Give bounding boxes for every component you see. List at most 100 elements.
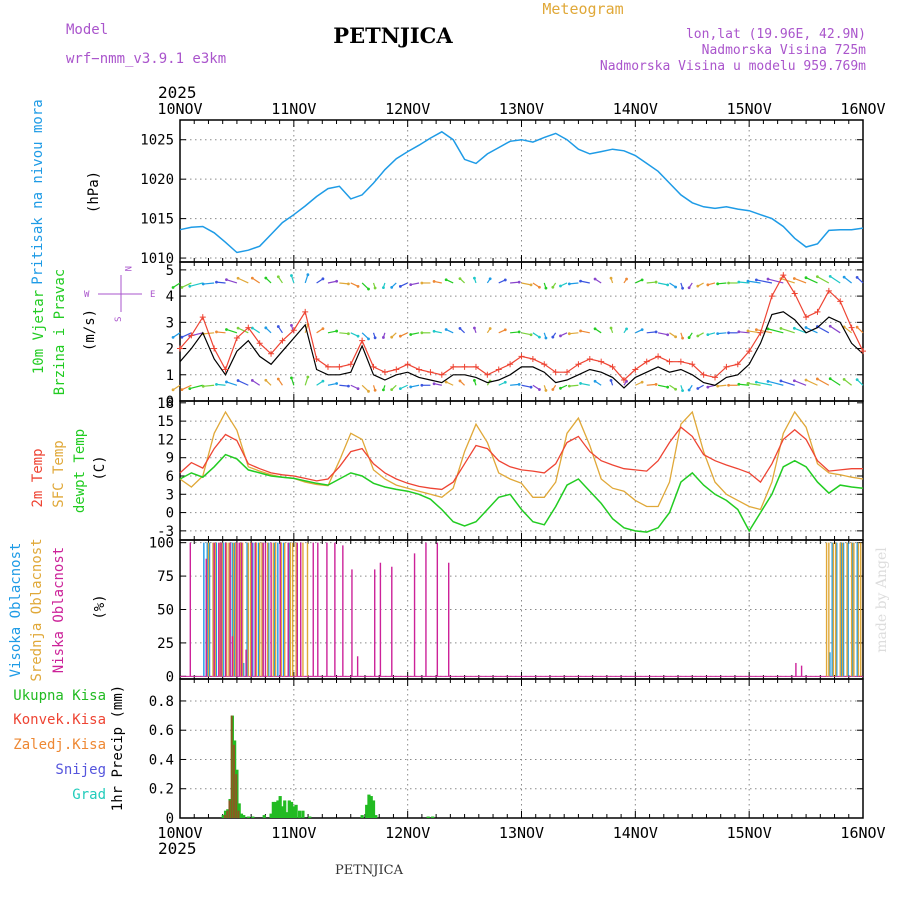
wind-gust-marker xyxy=(598,358,605,365)
wind-vector xyxy=(252,277,261,284)
cloud-unit: (%) xyxy=(92,594,108,619)
wind-vector xyxy=(252,327,261,334)
total-rain-bar xyxy=(271,801,275,818)
wind-vector xyxy=(794,277,807,284)
date-label-bottom: 16NOV xyxy=(840,824,885,842)
wind-gust-marker xyxy=(734,361,741,368)
y-tick-label: 1015 xyxy=(140,212,174,228)
wind-vector-head xyxy=(766,379,770,383)
wind-gust-marker xyxy=(188,332,195,339)
wind-gust-marker xyxy=(609,363,616,370)
wind-vector-head xyxy=(356,334,360,338)
wind-vector-head xyxy=(687,286,691,290)
wind-vector xyxy=(767,278,784,284)
sfc-temp-ylabel: SFC Temp xyxy=(51,440,67,507)
wind-vector-head xyxy=(347,384,350,388)
y-tick-label: 3 xyxy=(166,315,174,331)
wind-vector-head xyxy=(420,383,424,387)
wind-vector xyxy=(361,384,369,392)
wind-vector-head xyxy=(250,326,254,330)
wind-gust-marker xyxy=(518,353,525,360)
date-label-top: 12NOV xyxy=(385,100,430,118)
wind-vector-head xyxy=(347,282,350,286)
wind-vector-head xyxy=(828,324,832,328)
wind-vector-head xyxy=(215,382,218,386)
wind-vector-head xyxy=(666,333,670,337)
total-rain-bar xyxy=(274,801,278,818)
wind-vector-head xyxy=(716,384,720,388)
wind-vector-head xyxy=(716,332,720,336)
y-tick-label: 100 xyxy=(149,536,174,552)
wind-vector-head xyxy=(488,277,492,281)
date-label-top: 15NOV xyxy=(727,100,772,118)
y-tick-label: 0.6 xyxy=(149,723,174,739)
wind-vector xyxy=(237,327,249,334)
legend-total-rain: Ukupna Kisa xyxy=(13,688,106,704)
wind-vector-head xyxy=(473,379,476,382)
total-rain-bar xyxy=(278,796,282,818)
wind-ylabel-1: 10m Vjetar xyxy=(31,290,47,374)
wind-gust-marker xyxy=(632,366,639,373)
wind-vector-head xyxy=(225,278,228,282)
legend-hail: Grad xyxy=(72,787,106,803)
wind-vector xyxy=(304,274,309,284)
total-rain-bar xyxy=(371,800,376,818)
total-rain-bar xyxy=(246,816,250,818)
wind-vector xyxy=(817,276,830,284)
wind-vector-head xyxy=(444,380,448,384)
dir-east: E xyxy=(150,290,155,300)
year-top: 2025 xyxy=(158,83,197,102)
wind-gust-marker xyxy=(803,314,810,321)
total-rain-bar xyxy=(239,813,244,818)
wind-vector-head xyxy=(551,388,555,391)
wind-vector-head xyxy=(625,277,628,281)
wind-vector xyxy=(767,380,784,386)
wind-gust-marker xyxy=(245,324,252,331)
wind-vector xyxy=(226,279,238,284)
wind-vector-head xyxy=(754,380,758,384)
wind-vector-head xyxy=(180,388,184,392)
wind-speed-line xyxy=(179,311,864,389)
model-name: wrf−nmm_v3.9.1 e3km xyxy=(66,51,226,67)
y-tick-label: 18 xyxy=(157,396,174,412)
total-rain-bar xyxy=(374,815,378,818)
wind-vector-head xyxy=(367,389,370,393)
wind-vector-head xyxy=(276,275,280,279)
wind-vector-head xyxy=(409,333,413,336)
wind-gust-marker xyxy=(324,363,331,370)
wind-gust-marker xyxy=(347,361,354,368)
wind-gust-marker xyxy=(666,358,673,365)
wind-gust-marker xyxy=(552,369,559,376)
wind-vector xyxy=(580,330,590,334)
wind-gust-marker xyxy=(199,314,206,321)
wind-vector xyxy=(304,376,309,386)
wind-vector-head xyxy=(306,273,310,277)
wind-vector-head xyxy=(367,337,370,341)
wind-panel: 0 1 2 3 4 5 xyxy=(166,261,866,410)
wind-vector xyxy=(189,282,203,287)
y-tick-label: 1010 xyxy=(140,251,174,267)
wind-vector xyxy=(361,282,369,290)
wind-gust-marker xyxy=(484,371,491,378)
wind-gust-marker xyxy=(233,335,240,342)
wind-vector-head xyxy=(390,285,394,289)
wind-vector xyxy=(717,384,727,387)
wind-vector-head xyxy=(473,276,476,280)
wind-vector-head xyxy=(737,382,741,386)
wind-vector-head xyxy=(842,275,846,279)
wind-vector xyxy=(646,383,657,386)
wind-vector-head xyxy=(188,284,192,288)
wind-vector xyxy=(189,384,203,390)
chart-kind-title: Meteogram xyxy=(542,0,623,18)
wind-gust-marker xyxy=(814,308,821,315)
wind-vector xyxy=(237,379,249,386)
wind-gust-marker xyxy=(529,356,536,363)
y-tick-label: 0 xyxy=(166,811,174,827)
wind-vector xyxy=(339,332,349,335)
wind-vector xyxy=(717,332,727,335)
wind-vector-head xyxy=(544,286,548,290)
wind-gust-marker xyxy=(848,324,855,331)
wind-vector-head xyxy=(236,379,240,382)
wind-vector-head xyxy=(567,282,571,286)
